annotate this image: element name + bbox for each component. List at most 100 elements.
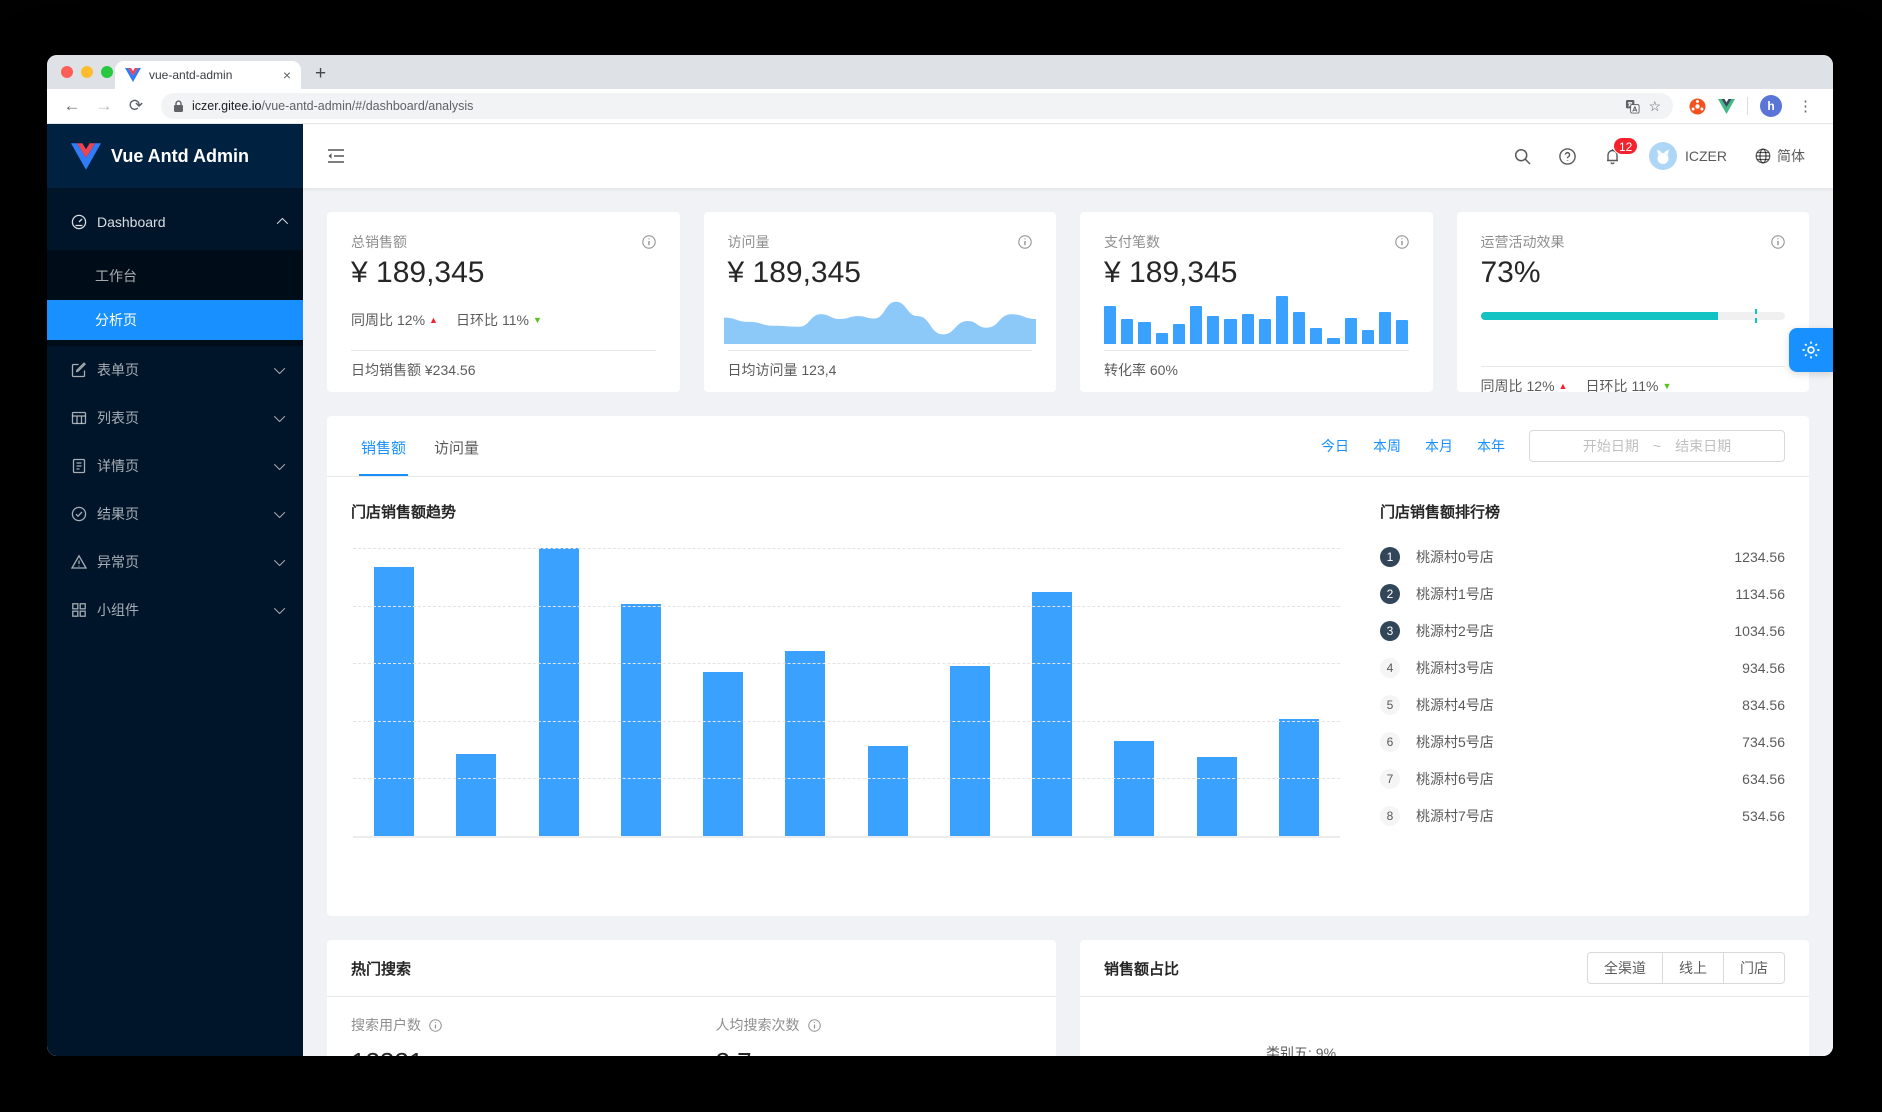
window-controls (61, 66, 113, 78)
hot-search-title: 热门搜索 (351, 960, 412, 978)
info-icon[interactable] (1018, 235, 1032, 249)
stat-card-payments: 支付笔数 ¥ 189,345 转化率 60% (1080, 212, 1433, 392)
quick-filter-link[interactable]: 本年 (1477, 438, 1505, 454)
back-icon[interactable]: ← (63, 96, 81, 115)
bar-slot (682, 548, 764, 836)
sidebar-item-dashboard[interactable]: Dashboard (47, 202, 303, 242)
store-sales-value: 634.56 (1742, 771, 1785, 787)
sidebar-item-label: 详情页 (97, 458, 139, 474)
date-range-picker[interactable]: 开始日期 ~ 结束日期 (1529, 430, 1785, 462)
bar-slot (353, 548, 435, 836)
sidebar-item-label: 分析页 (95, 312, 137, 328)
sales-ratio-title: 销售额占比 (1104, 960, 1180, 978)
sidebar-item-analysis[interactable]: 分析页 (47, 300, 303, 340)
new-tab-button[interactable]: + (315, 63, 327, 84)
ranking-row: 8 桃源村7号店 534.56 (1380, 806, 1785, 826)
language-label: 简体 (1777, 148, 1805, 164)
notification-bell-icon[interactable]: 12 (1604, 137, 1639, 165)
pie-slice-label: 类别五: 9% (1266, 1045, 1337, 1056)
vue-devtools-extension-icon[interactable] (1718, 98, 1735, 114)
channel-all-button[interactable]: 全渠道 (1587, 952, 1663, 984)
sidebar-item-workbench[interactable]: 工作台 (47, 256, 303, 296)
tab-close-icon[interactable]: × (282, 67, 291, 83)
sidebar-item-detail[interactable]: 详情页 (47, 446, 303, 486)
mini-bar (1379, 312, 1392, 344)
rank-badge: 3 (1380, 621, 1400, 641)
channel-stores-button[interactable]: 门店 (1723, 952, 1785, 984)
extension-icon[interactable] (1689, 98, 1706, 115)
sidebar-item-label: 小组件 (97, 602, 139, 618)
store-sales-value: 834.56 (1742, 697, 1785, 713)
mini-bar (1207, 315, 1220, 344)
info-icon[interactable] (429, 1018, 442, 1032)
store-sales-value: 534.56 (1742, 808, 1785, 824)
store-name: 桃源村3号店 (1416, 660, 1494, 676)
bar-slot (1258, 548, 1340, 836)
zoom-window-button[interactable] (101, 66, 113, 78)
quick-filter-link[interactable]: 本周 (1373, 438, 1401, 454)
trend-day: 日环比 11% ▼ (1585, 378, 1672, 394)
browser-profile-avatar[interactable]: h (1760, 95, 1782, 117)
rank-badge: 1 (1380, 547, 1400, 567)
bar-slot (1176, 548, 1258, 836)
app-title: Vue Antd Admin (111, 145, 249, 166)
stat-card-title: 总销售额 (351, 234, 407, 250)
sidebar-item-result[interactable]: 结果页 (47, 494, 303, 534)
language-switcher[interactable]: 简体 (1755, 146, 1805, 166)
menu-fold-icon[interactable] (303, 148, 369, 164)
store-sales-ranking-section: 门店销售额排行榜 1 桃源村0号店 1234.56 2 桃源村1号店 1134.56 3 桃源… (1380, 501, 1785, 843)
help-icon[interactable] (1559, 147, 1576, 165)
tab-favicon-vue-icon (125, 68, 141, 82)
info-icon[interactable] (1394, 235, 1409, 249)
sidebar-item-list[interactable]: 列表页 (47, 398, 303, 438)
store-name: 桃源村5号店 (1416, 734, 1494, 750)
caret-down-icon: ▼ (1662, 380, 1672, 391)
address-bar[interactable]: iczer.gitee.io/vue-antd-admin/#/dashboar… (161, 93, 1673, 119)
sidebar-item-form[interactable]: 表单页 (47, 350, 303, 390)
profile-icon (72, 458, 86, 474)
info-icon[interactable] (1771, 235, 1785, 249)
browser-tab[interactable]: vue-antd-admin × (115, 61, 301, 89)
bookmark-star-icon[interactable]: ☆ (1648, 97, 1661, 114)
translate-icon[interactable] (1625, 99, 1640, 114)
user-menu[interactable]: ICZER (1649, 142, 1727, 170)
date-end-placeholder: 结束日期 (1675, 438, 1732, 454)
stat-card-value: ¥ 189,345 (1104, 256, 1238, 289)
store-name: 桃源村0号店 (1416, 549, 1494, 565)
browser-menu-icon[interactable]: ⋮ (1798, 98, 1813, 115)
mini-bar (1293, 312, 1306, 344)
quick-filter-link[interactable]: 本月 (1425, 438, 1453, 454)
store-name: 桃源村1号店 (1416, 586, 1494, 602)
store-name: 桃源村7号店 (1416, 808, 1494, 824)
sidebar-item-widgets[interactable]: 小组件 (47, 590, 303, 630)
theme-settings-button[interactable] (1789, 328, 1833, 372)
quick-filter-link[interactable]: 今日 (1321, 438, 1349, 454)
info-icon[interactable] (641, 235, 656, 249)
tab-sales[interactable]: 销售额 (359, 417, 409, 476)
url-path: /vue-antd-admin/#/dashboard/analysis (261, 99, 474, 113)
mini-bar (1327, 338, 1340, 344)
info-icon[interactable] (807, 1018, 821, 1032)
ranking-row: 7 桃源村6号店 634.56 (1380, 769, 1785, 789)
sidebar-item-exception[interactable]: 异常页 (47, 542, 303, 582)
minimize-window-button[interactable] (81, 66, 93, 78)
ranking-title: 门店销售额排行榜 (1380, 504, 1501, 521)
search-icon[interactable] (1514, 148, 1531, 165)
browser-tabstrip: vue-antd-admin × + (47, 55, 1833, 89)
tab-visits[interactable]: 访问量 (434, 439, 480, 457)
forward-icon[interactable]: → (95, 96, 113, 115)
mini-bar (1172, 323, 1185, 344)
close-window-button[interactable] (61, 66, 73, 78)
url-text: iczer.gitee.io/vue-antd-admin/#/dashboar… (192, 99, 1617, 113)
bar-slot (847, 548, 929, 836)
date-filters: 今日 本周 本月 本年 开始日期 ~ 结束日期 (1321, 430, 1785, 462)
app-logo[interactable]: Vue Antd Admin (47, 124, 303, 188)
tab-title: vue-antd-admin (149, 68, 233, 82)
reload-icon[interactable]: ⟳ (128, 96, 144, 115)
check-circle-icon (71, 506, 87, 522)
channel-online-button[interactable]: 线上 (1662, 952, 1724, 984)
stat-card-footer: 日均访问量 123,4 (727, 350, 1032, 380)
bar (456, 753, 497, 836)
visits-mini-area-chart (723, 301, 1036, 344)
stat-card-value: 73% (1480, 256, 1541, 289)
